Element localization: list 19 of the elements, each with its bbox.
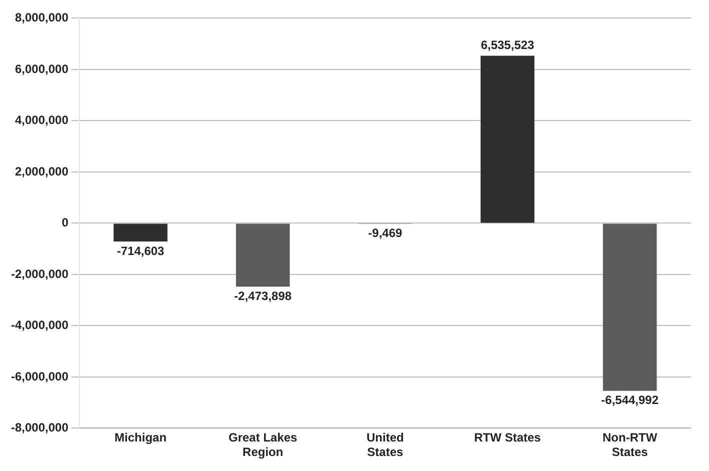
x-tick-label: Michigan xyxy=(114,430,167,445)
y-tick-label: 0 xyxy=(62,216,69,230)
y-tick-label: 8,000,000 xyxy=(14,10,69,25)
data-label: -714,603 xyxy=(116,244,165,258)
y-tick-label: -8,000,000 xyxy=(10,420,69,435)
y-tick-label: 2,000,000 xyxy=(14,164,69,178)
data-label: 6,535,523 xyxy=(480,38,535,52)
x-tick-label: Non-RTW States xyxy=(602,430,658,460)
y-tick-label: 4,000,000 xyxy=(14,113,69,128)
data-label: -9,469 xyxy=(368,226,403,240)
x-tick-label: Great Lakes Region xyxy=(228,430,298,460)
x-tick-label: RTW States xyxy=(474,430,542,445)
data-label: -2,473,898 xyxy=(234,288,292,303)
y-tick-label: -2,000,000 xyxy=(10,266,69,281)
data-label: -6,544,992 xyxy=(601,393,659,408)
y-tick-label: -6,000,000 xyxy=(10,369,69,384)
y-tick-label: -4,000,000 xyxy=(10,318,69,332)
x-tick-label: United States xyxy=(366,430,404,460)
y-tick-label: 6,000,000 xyxy=(14,62,69,76)
